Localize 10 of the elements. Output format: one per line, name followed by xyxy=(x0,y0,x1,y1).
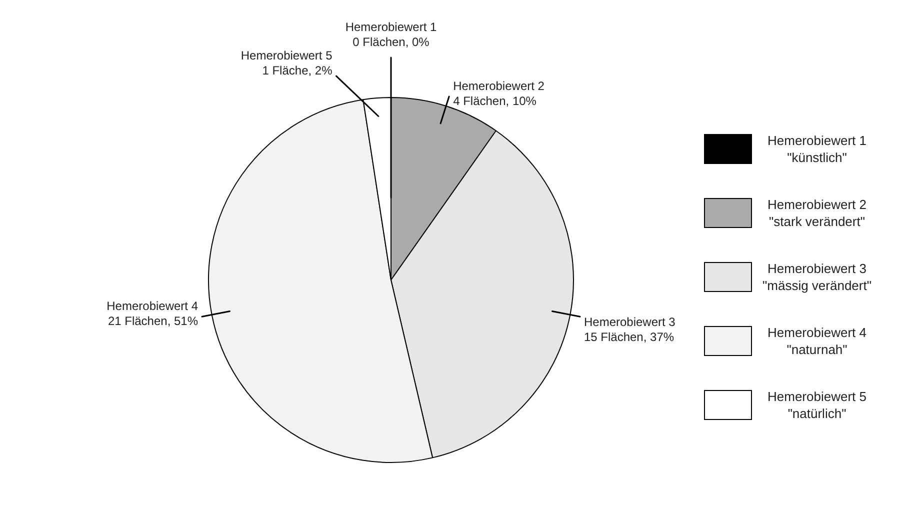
legend-label: Hemerobiewert 1 "künstlich" xyxy=(766,132,868,166)
legend-label: Hemerobiewert 2 "stark verändert" xyxy=(766,196,868,230)
data-label: Hemerobiewert 3 15 Flächen, 37% xyxy=(584,314,676,344)
text: Hemerobiewert 1 0 Flächen, 0% xyxy=(345,20,437,49)
legend-label: Hemerobiewert 5 "natürlich" xyxy=(766,388,868,422)
data-label: Hemerobiewert 2 4 Flächen, 10% xyxy=(453,78,545,108)
data-label: Hemerobiewert 4 21 Flächen, 51% xyxy=(106,298,198,328)
data-label: Hemerobiewert 5 1 Fläche, 2% xyxy=(240,48,333,78)
legend-label: Hemerobiewert 4 "naturnah" xyxy=(766,324,868,358)
legend-label: Hemerobiewert 3 "mässig verändert" xyxy=(762,260,872,294)
